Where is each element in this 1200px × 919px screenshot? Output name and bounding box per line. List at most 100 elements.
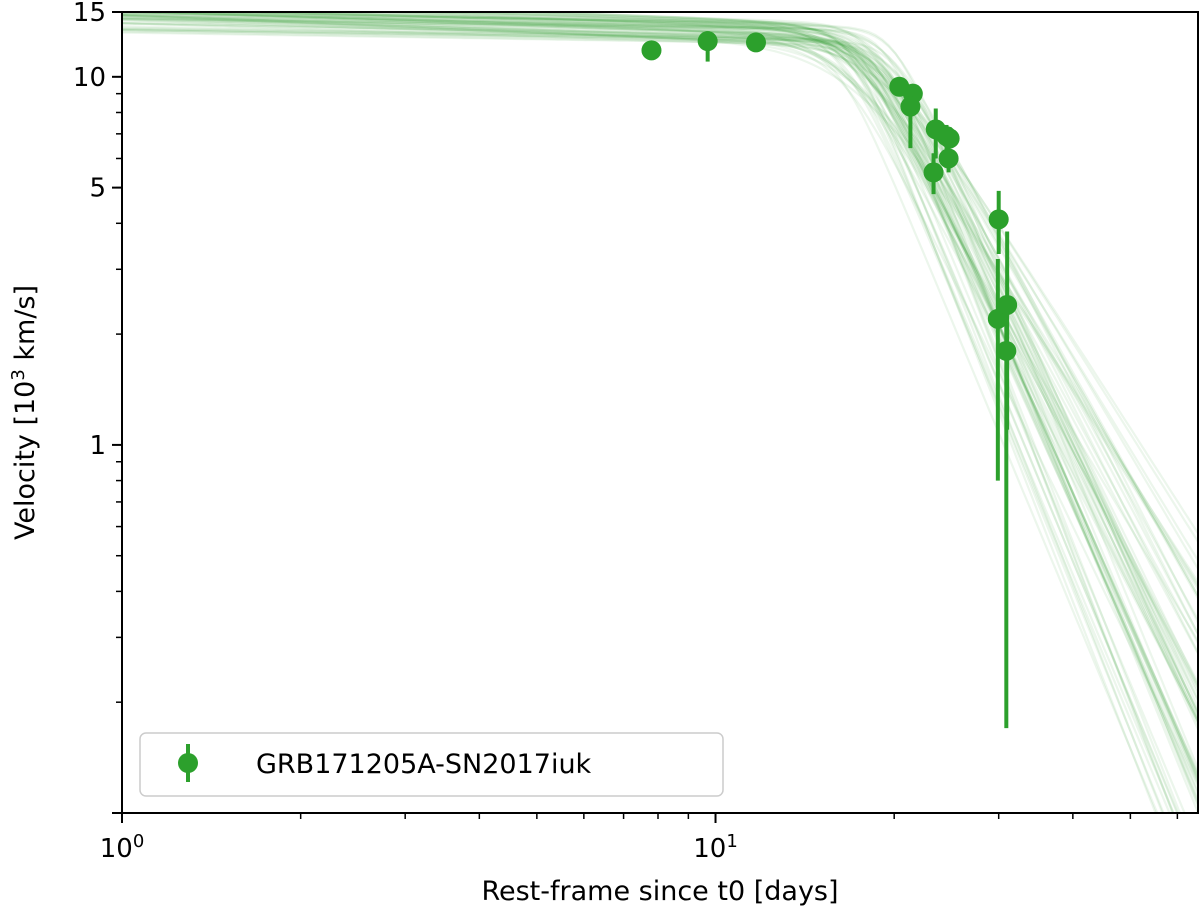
model-line xyxy=(316,12,1198,644)
model-line xyxy=(122,12,1179,813)
x-axis-label: Rest-frame since t0 [days] xyxy=(481,876,838,907)
model-line xyxy=(525,12,1198,777)
legend-marker xyxy=(178,753,198,773)
model-line xyxy=(390,12,1164,813)
data-point xyxy=(988,209,1009,230)
model-line xyxy=(122,14,1198,807)
y-tick-label: 1 xyxy=(89,431,106,461)
model-line xyxy=(122,31,1198,642)
model-line xyxy=(281,12,1198,692)
model-line xyxy=(122,14,1165,813)
model-line xyxy=(122,27,1198,719)
model-line xyxy=(122,12,1198,689)
model-line xyxy=(122,22,1198,813)
legend-box xyxy=(139,732,724,797)
model-line xyxy=(122,17,1182,813)
model-line xyxy=(135,12,1198,714)
model-line xyxy=(122,22,1198,684)
model-line xyxy=(122,16,1198,708)
data-point xyxy=(938,148,959,169)
model-line xyxy=(122,19,1198,793)
model-line xyxy=(370,12,1198,780)
model-line xyxy=(359,12,1186,813)
model-line xyxy=(122,17,1198,794)
y-tick-label: 10 xyxy=(73,63,106,93)
model-line xyxy=(122,28,1198,597)
data-point xyxy=(900,96,921,117)
model-line xyxy=(122,13,1159,813)
plot-frame xyxy=(121,11,1199,814)
model-line xyxy=(122,28,1198,635)
model-line xyxy=(165,12,1198,726)
model-line xyxy=(122,12,1198,599)
legend: GRB171205A-SN2017iuk xyxy=(139,732,724,797)
data-point xyxy=(939,128,960,149)
y-axis-label-end: km/s] xyxy=(10,285,41,369)
data-point xyxy=(923,162,944,183)
data-point xyxy=(697,31,718,52)
x-tick-label-base: 10 xyxy=(100,834,133,864)
model-line xyxy=(122,26,1198,805)
y-tick-label: 5 xyxy=(89,174,106,204)
model-line xyxy=(122,12,1175,813)
model-line xyxy=(175,12,1157,813)
model-line xyxy=(122,12,1198,730)
model-line xyxy=(122,17,1198,802)
data-point xyxy=(745,32,766,53)
model-line xyxy=(179,12,1198,687)
model-line xyxy=(394,12,1198,800)
model-line xyxy=(464,12,1198,655)
model-line xyxy=(442,12,1198,587)
x-axis-ticks: 100 101 xyxy=(100,813,1179,865)
model-line xyxy=(122,12,1198,782)
model-line xyxy=(505,12,1198,701)
data-point xyxy=(641,40,662,61)
model-line xyxy=(122,14,1175,813)
model-line xyxy=(507,12,1171,813)
data-point xyxy=(996,340,1017,361)
model-line xyxy=(236,12,1198,713)
x-tick-label: 100 xyxy=(100,831,145,865)
model-line xyxy=(406,12,1198,770)
y-axis-label-sup: 3 xyxy=(8,369,29,380)
model-line xyxy=(226,12,1198,783)
legend-label: GRB171205A-SN2017iuk xyxy=(256,749,592,780)
model-line xyxy=(189,12,1198,723)
model-line xyxy=(122,14,1198,787)
model-line xyxy=(122,12,1198,543)
model-line xyxy=(162,12,1198,721)
model-line xyxy=(122,18,1198,695)
model-line xyxy=(122,27,1198,561)
model-line xyxy=(122,25,1198,702)
model-line xyxy=(122,13,1198,775)
model-line xyxy=(122,17,1198,686)
y-axis-label-main: Velocity [10 xyxy=(10,381,41,540)
model-line xyxy=(122,12,1198,635)
x-tick-label-base: 10 xyxy=(693,834,726,864)
model-line xyxy=(122,13,1198,781)
model-line xyxy=(124,12,1198,597)
model-line xyxy=(122,22,1198,774)
model-line xyxy=(122,29,1198,654)
model-line xyxy=(122,13,1198,586)
model-line xyxy=(367,12,1198,722)
y-tick-label: 15 xyxy=(73,0,106,28)
model-line xyxy=(122,30,1174,813)
model-line xyxy=(494,12,1198,713)
y-axis-label: Velocity [103 km/s] xyxy=(8,285,42,540)
model-line xyxy=(172,12,1198,534)
x-tick-label-exp: 0 xyxy=(133,831,144,852)
x-tick-label-exp: 1 xyxy=(726,831,737,852)
model-line xyxy=(426,12,1198,624)
model-line xyxy=(458,12,1198,570)
model-line xyxy=(122,12,1198,621)
model-line xyxy=(122,21,1180,813)
data-point-group xyxy=(641,31,1018,729)
model-line xyxy=(138,12,1198,723)
model-line xyxy=(122,18,1198,583)
x-tick-label: 101 xyxy=(693,831,738,865)
model-line xyxy=(122,14,1198,720)
model-line xyxy=(300,12,1198,786)
